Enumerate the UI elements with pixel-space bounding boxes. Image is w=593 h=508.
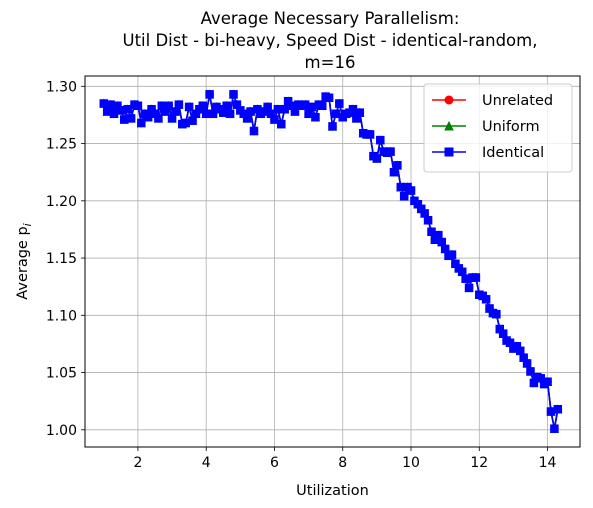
data-point-identical [481,295,491,304]
y-axis-label-subscript: i [21,223,34,226]
data-point-identical [543,377,552,386]
x-axis-ticks: 2 4 6 8 10 12 14 [133,447,557,471]
y-tick-label: 1.00 [46,423,77,439]
data-point-identical [133,101,143,111]
data-point-identical [198,101,208,111]
data-point-identical [335,99,344,108]
data-point-identical [365,130,375,139]
legend-entries: Unrelated Uniform Identical [432,93,553,161]
chart-title-line-1: Average Necessary Parallelism: [201,9,460,28]
x-tick-label: 14 [539,455,557,471]
chart-title-line-2: Util Dist - bi-heavy, Speed Dist - ident… [123,31,538,50]
data-point-identical [447,250,457,259]
legend-marker-identical [444,147,454,157]
legend-entry-unrelated: Unrelated [432,93,553,109]
x-tick-label: 2 [133,455,142,471]
data-point-identical [522,359,532,368]
data-point-identical [184,102,194,112]
data-point-identical [526,367,535,376]
data-point-identical [386,147,395,156]
data-point-identical [277,119,286,129]
chart-title-line-3: m=16 [305,53,356,72]
x-tick-label: 10 [402,455,420,471]
data-point-identical [328,122,337,131]
data-point-identical [137,118,146,128]
data-point-identical [270,115,279,124]
data-point-identical [205,90,214,99]
y-axis-ticks: 1.00 1.05 1.10 1.15 1.20 1.25 1.30 [46,79,85,439]
data-point-identical [154,114,163,123]
plot-frame [84,75,581,448]
data-point-identical [324,93,334,103]
x-tick-label: 8 [338,455,347,471]
legend-marker-unrelated [444,95,454,105]
legend-frame [423,83,573,173]
x-tick-label: 6 [270,455,279,471]
data-point-identical [376,135,385,145]
data-point-identical [222,101,231,111]
data-point-identical [311,112,320,122]
data-point-identical [123,104,132,114]
chart-title: Average Necessary Parallelism: Util Dist… [123,9,538,72]
data-point-identical [471,273,481,282]
legend-label-identical: Identical [482,145,544,161]
y-tick-label: 1.20 [46,194,77,210]
data-point-identical [225,109,235,119]
data-point-identical [406,186,416,195]
data-point-identical [550,424,559,433]
y-axis-label-main: Average p [15,226,31,299]
legend-entry-uniform: Uniform [432,119,540,135]
x-axis-label: Utilization [296,483,369,499]
data-point-identical [249,126,259,136]
y-tick-label: 1.10 [46,308,77,324]
data-point-identical [464,283,474,293]
series-identical [99,90,563,433]
data-point-identical [318,101,327,111]
data-point-identical [372,154,382,163]
data-point-identical [355,108,365,117]
y-tick-label: 1.05 [46,366,77,382]
y-tick-label: 1.30 [46,79,77,95]
data-point-identical [164,101,173,111]
legend-label-unrelated: Unrelated [482,93,553,109]
data-point-identical [229,90,238,99]
legend: Unrelated Uniform Identical [423,83,573,173]
data-point-identical [423,216,433,225]
legend-label-uniform: Uniform [482,119,540,135]
x-tick-label: 12 [470,455,488,471]
plot-series [99,89,563,433]
data-point-identical [126,114,136,123]
legend-entry-identical: Identical [432,145,544,161]
data-point-identical [553,404,563,414]
y-tick-label: 1.25 [46,137,77,153]
data-point-identical [393,161,402,170]
data-point-identical [399,191,409,201]
x-tick-label: 4 [202,455,211,471]
y-axis-label: Average pi [15,223,34,299]
legend-marker-uniform [444,120,454,131]
y-tick-label: 1.15 [46,251,77,267]
data-point-identical [492,309,501,319]
data-point-identical [174,100,184,109]
